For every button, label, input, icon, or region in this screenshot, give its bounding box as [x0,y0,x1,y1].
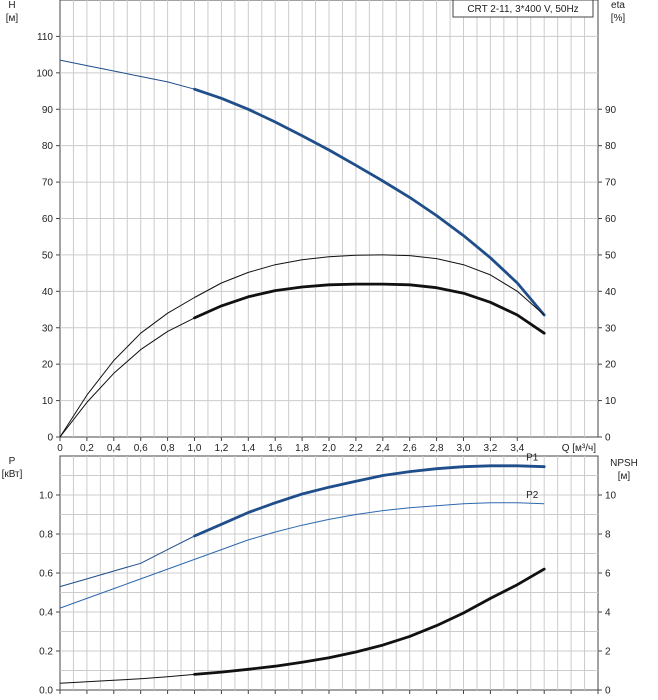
top-curve-H-thin [59,59,195,90]
top-curve-eta-pump [59,254,545,438]
top-left-tick-label: 10 [42,396,54,407]
bottom-left-axis-label: P [9,456,16,467]
top-left-tick-label: 50 [42,250,54,261]
x-tick-label: 0,4 [107,443,121,454]
x-tick-label: 2,6 [403,443,417,454]
x-tick-label: 1,0 [188,443,202,454]
x-tick-label: 3,0 [457,443,471,454]
bottom-left-tick-label: 1.0 [39,491,53,502]
top-right-tick-label: 50 [605,250,617,261]
top-left-tick-label: 90 [42,105,54,116]
top-right-tick-label: 40 [605,287,617,298]
bottom-left-tick-label: 0.6 [39,569,53,580]
bottom-left-tick-label: 0.2 [39,647,53,658]
top-right-tick-label: 10 [605,396,617,407]
top-left-tick-label: 70 [42,178,54,189]
top-right-tick-label: 20 [605,360,617,371]
series-label-P2: P2 [526,490,539,501]
x-axis-label: Q [м³/ч] [562,443,597,454]
bottom-curve-NPSH [193,567,546,676]
bottom-curve-P1 [193,464,546,538]
x-tick-label: 3,4 [510,443,524,454]
x-tick-label: 0,8 [161,443,175,454]
top-left-tick-label: 110 [37,32,53,43]
x-tick-label: 2,2 [349,443,363,454]
top-right-tick-label: 90 [605,105,617,116]
x-tick-label: 0 [57,443,63,454]
top-left-tick-label: 100 [36,68,53,79]
top-left-axis-label: H [8,0,15,11]
bottom-right-tick-label: 2 [605,647,611,658]
x-tick-label: 2,0 [322,443,336,454]
x-tick-label: 1,4 [241,443,255,454]
bottom-left-axis-unit: [кВт] [2,469,23,480]
top-left-tick-label: 20 [42,360,54,371]
bottom-curve-NPSH-thin [59,673,195,684]
chart-title: CRT 2-11, 3*400 V, 50Hz [467,4,578,15]
x-tick-label: 1,6 [268,443,282,454]
bottom-right-tick-label: 6 [605,569,611,580]
top-left-tick-label: 40 [42,287,54,298]
top-left-tick-label: 80 [42,141,54,152]
top-left-tick-label: 30 [42,323,54,334]
top-right-axis-label: eta [611,0,625,11]
x-tick-label: 0,6 [134,443,148,454]
x-tick-label: 0,2 [80,443,94,454]
top-curve-eta-total [193,282,546,335]
top-right-tick-label: 60 [605,214,617,225]
x-tick-label: 3,2 [483,443,497,454]
x-tick-label: 2,4 [376,443,390,454]
bottom-curve-P2 [59,502,545,609]
top-left-tick-label: 60 [42,214,54,225]
x-tick-label: 2,8 [430,443,444,454]
top-right-tick-label: 70 [605,178,617,189]
title-box [452,0,594,18]
top-left-tick-label: 0 [47,433,53,444]
x-tick-label: 1,2 [214,443,228,454]
x-tick-label: 1,8 [295,443,309,454]
top-right-tick-label: 80 [605,141,617,152]
top-curve-H [193,87,546,317]
top-curve-eta-total-thin [59,317,195,438]
bottom-right-axis-label: NPSH [610,458,638,469]
top-right-tick-label: 30 [605,323,617,334]
bottom-right-tick-label: 8 [605,530,611,541]
bottom-right-tick-label: 0 [605,686,611,697]
top-right-axis-unit: [%] [611,13,626,24]
series-label-P1: P1 [526,453,539,464]
bottom-right-axis-unit: [м] [618,471,631,482]
bottom-left-tick-label: 0.4 [39,608,53,619]
bottom-right-tick-label: 4 [605,608,611,619]
bottom-curve-P1-thin [59,535,195,588]
bottom-left-tick-label: 0.8 [39,530,53,541]
top-left-axis-unit: [м] [6,13,19,24]
top-right-tick-label: 0 [605,433,611,444]
bottom-left-tick-label: 0.0 [39,686,53,697]
bottom-right-tick-label: 10 [605,491,617,502]
